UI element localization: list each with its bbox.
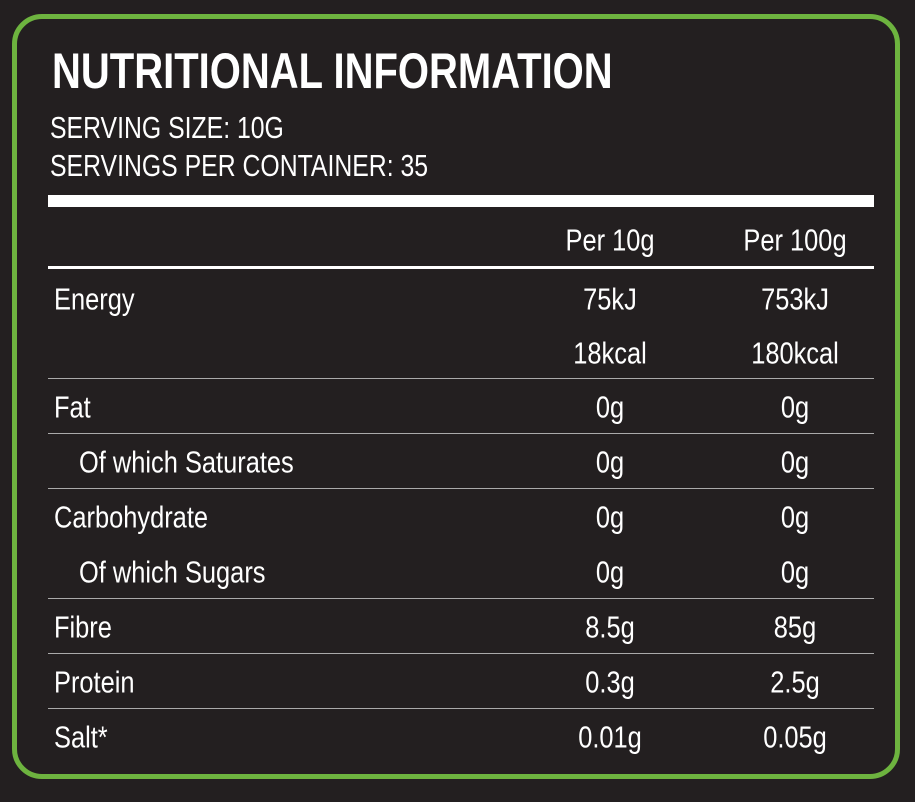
- nutrient-value: 75kJ: [583, 281, 637, 316]
- nutrient-label: Energy: [54, 281, 135, 316]
- row-divider: [48, 598, 874, 599]
- nutrient-value: 0g: [780, 389, 810, 424]
- nutrient-label: Fibre: [54, 609, 112, 644]
- green-frame: [12, 14, 900, 779]
- nutrient-value: 2.5g: [770, 664, 820, 699]
- sub-nutrient-label: Of which Saturates: [79, 444, 294, 479]
- nutrient-value: 0g: [780, 444, 810, 479]
- column-header: Per 100g: [743, 222, 847, 258]
- header-divider: [48, 266, 874, 269]
- row-divider: [48, 653, 874, 654]
- nutrient-value: 0g: [780, 554, 810, 589]
- nutrient-value: 85g: [773, 609, 817, 644]
- nutrient-value: 18kcal: [573, 335, 647, 370]
- nutrient-label: Carbohydrate: [54, 499, 209, 534]
- nutrient-value: 0g: [595, 389, 625, 424]
- servings-per-container: SERVINGS PER CONTAINER: 35: [50, 148, 429, 183]
- row-divider: [48, 488, 874, 489]
- row-divider: [48, 378, 874, 379]
- row-divider: [48, 708, 874, 709]
- nutrient-value: 0g: [595, 444, 625, 479]
- nutrient-value: 8.5g: [585, 609, 635, 644]
- nutrient-label: Salt*: [54, 719, 108, 754]
- nutrient-label: Protein: [54, 664, 135, 699]
- nutrient-value: 0.01g: [578, 719, 642, 754]
- nutrient-value: 180kcal: [751, 335, 839, 370]
- thick-divider: [48, 195, 874, 207]
- nutrient-value: 0.05g: [763, 719, 827, 754]
- nutrient-value: 0g: [780, 499, 810, 534]
- column-header: Per 10g: [565, 222, 655, 258]
- sub-nutrient-label: Of which Sugars: [79, 554, 266, 589]
- nutrient-value: 0.3g: [585, 664, 635, 699]
- row-divider: [48, 433, 874, 434]
- nutrient-value: 0g: [595, 499, 625, 534]
- nutrient-label: Fat: [54, 389, 91, 424]
- nutrient-value: 753kJ: [761, 281, 829, 316]
- serving-size: SERVING SIZE: 10G: [50, 110, 284, 145]
- nutrient-value: 0g: [595, 554, 625, 589]
- title: NUTRITIONAL INFORMATION: [52, 43, 613, 99]
